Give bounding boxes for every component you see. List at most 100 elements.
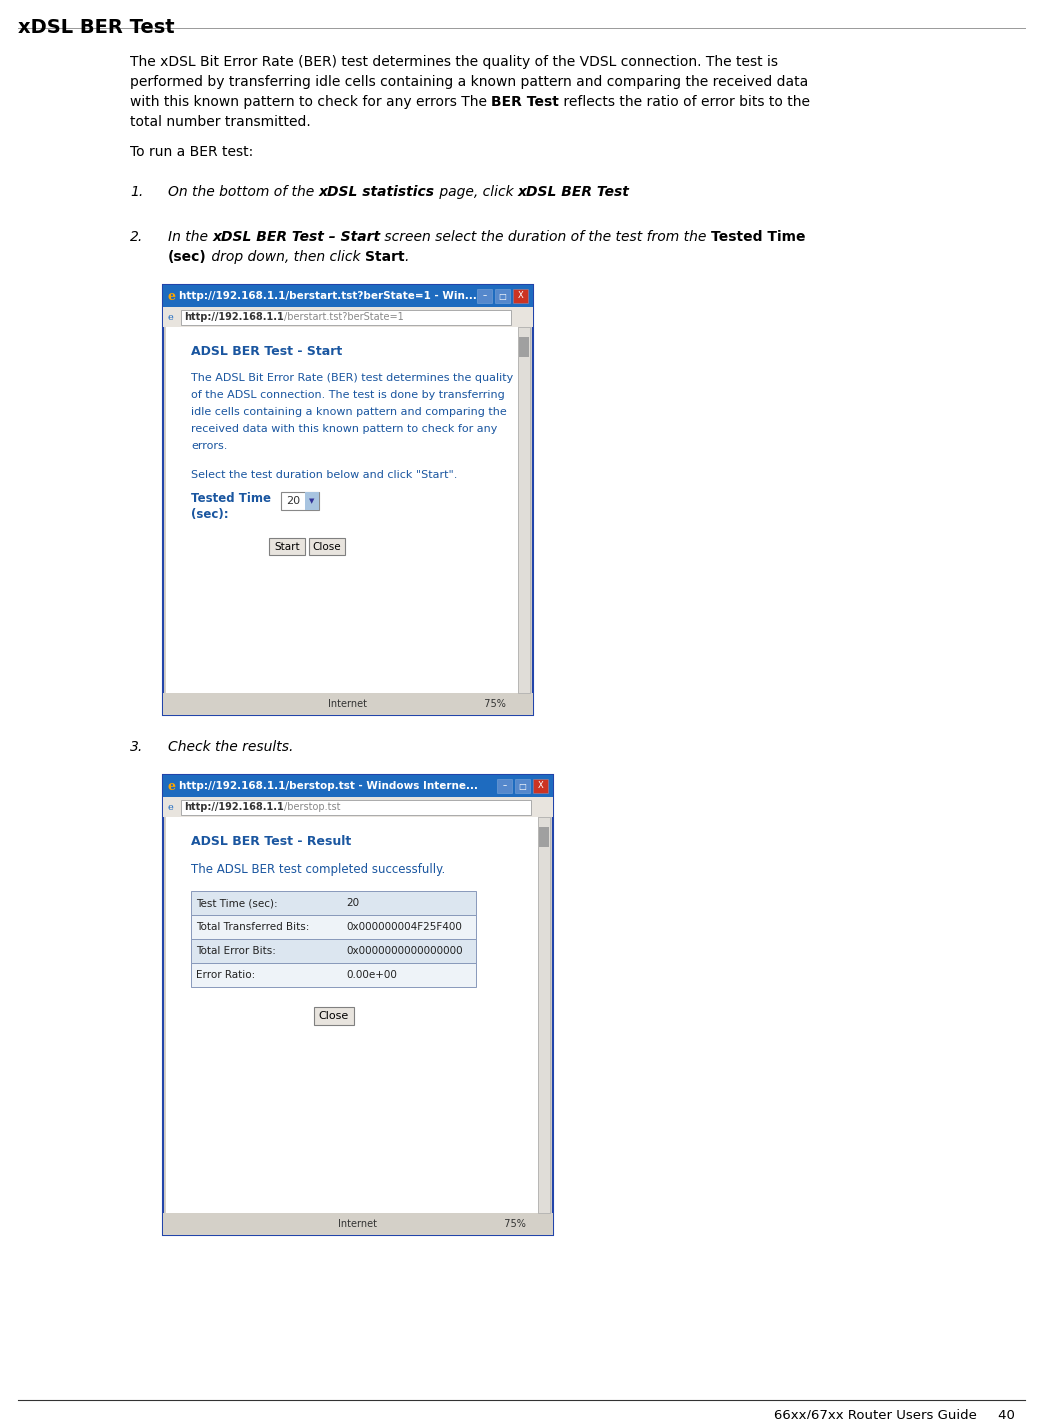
Text: received data with this known pattern to check for any: received data with this known pattern to…: [191, 424, 498, 434]
Text: The xDSL Bit Error Rate (BER) test determines the quality of the VDSL connection: The xDSL Bit Error Rate (BER) test deter…: [130, 55, 778, 70]
Text: □: □: [519, 782, 526, 790]
Text: Error Ratio:: Error Ratio:: [196, 971, 255, 981]
Text: 66xx/67xx Router Users Guide     40: 66xx/67xx Router Users Guide 40: [774, 1408, 1015, 1419]
Text: xDSL statistics: xDSL statistics: [318, 184, 434, 199]
FancyBboxPatch shape: [163, 285, 533, 715]
Text: ▼: ▼: [310, 498, 315, 504]
Text: To run a BER test:: To run a BER test:: [130, 145, 254, 159]
Text: BER Test: BER Test: [492, 95, 559, 109]
Text: Select the test duration below and click "Start".: Select the test duration below and click…: [191, 470, 458, 480]
Text: total number transmitted.: total number transmitted.: [130, 115, 311, 129]
Text: /berstop.tst: /berstop.tst: [283, 802, 340, 812]
FancyBboxPatch shape: [166, 326, 518, 692]
Text: ADSL BER Test - Result: ADSL BER Test - Result: [191, 834, 351, 849]
Text: reflects the ratio of error bits to the: reflects the ratio of error bits to the: [559, 95, 811, 109]
Text: Start: Start: [274, 542, 300, 552]
Text: Internet: Internet: [328, 700, 367, 710]
Text: errors.: errors.: [191, 441, 227, 451]
Text: Test Time (sec):: Test Time (sec):: [196, 898, 278, 908]
Text: screen select the duration of the test from the: screen select the duration of the test f…: [381, 230, 711, 244]
Text: Start: Start: [365, 250, 404, 264]
Text: X: X: [538, 782, 543, 790]
FancyBboxPatch shape: [191, 915, 476, 939]
Text: 2.: 2.: [130, 230, 144, 244]
FancyBboxPatch shape: [513, 289, 528, 304]
FancyBboxPatch shape: [538, 817, 550, 1213]
FancyBboxPatch shape: [518, 326, 530, 692]
Text: xDSL BER Test: xDSL BER Test: [18, 18, 174, 37]
Text: with this known pattern to check for any errors The: with this known pattern to check for any…: [130, 95, 492, 109]
FancyBboxPatch shape: [519, 336, 528, 358]
FancyBboxPatch shape: [191, 891, 476, 915]
Text: 75%: 75%: [498, 1219, 526, 1229]
Text: of the ADSL connection. The test is done by transferring: of the ADSL connection. The test is done…: [191, 390, 505, 400]
Text: Close: Close: [318, 1010, 349, 1022]
FancyBboxPatch shape: [497, 779, 512, 793]
Text: 0x0000000000000000: 0x0000000000000000: [346, 946, 463, 956]
Text: e: e: [167, 312, 172, 322]
FancyBboxPatch shape: [163, 775, 553, 1235]
Text: Total Transferred Bits:: Total Transferred Bits:: [196, 922, 310, 932]
Text: 0.00e+00: 0.00e+00: [346, 971, 396, 981]
FancyBboxPatch shape: [163, 285, 533, 307]
Text: 1.: 1.: [130, 184, 144, 199]
Text: The ADSL BER test completed successfully.: The ADSL BER test completed successfully…: [191, 863, 445, 876]
FancyBboxPatch shape: [281, 492, 319, 509]
FancyBboxPatch shape: [166, 817, 538, 1213]
Text: 20: 20: [346, 898, 359, 908]
FancyBboxPatch shape: [495, 289, 509, 304]
FancyBboxPatch shape: [181, 309, 511, 325]
Text: performed by transferring idle cells containing a known pattern and comparing th: performed by transferring idle cells con…: [130, 75, 809, 89]
FancyBboxPatch shape: [533, 779, 548, 793]
FancyBboxPatch shape: [191, 939, 476, 964]
Text: Close: Close: [313, 542, 341, 552]
FancyBboxPatch shape: [305, 492, 319, 509]
Text: .: .: [404, 250, 409, 264]
Text: http://192.168.1.1/berstop.tst - Windows Interne...: http://192.168.1.1/berstop.tst - Windows…: [179, 780, 478, 790]
FancyBboxPatch shape: [181, 799, 531, 815]
Text: e: e: [167, 289, 175, 302]
Text: Tested Time: Tested Time: [191, 492, 271, 505]
Text: Total Error Bits:: Total Error Bits:: [196, 946, 276, 956]
Text: Check the results.: Check the results.: [168, 739, 294, 753]
Text: http://192.168.1.1: http://192.168.1.1: [184, 802, 283, 812]
FancyBboxPatch shape: [314, 1007, 353, 1025]
Text: http://192.168.1.1/berstart.tst?berState=1 - Win...: http://192.168.1.1/berstart.tst?berState…: [179, 291, 477, 301]
Text: ADSL BER Test - Start: ADSL BER Test - Start: [191, 345, 342, 358]
FancyBboxPatch shape: [191, 964, 476, 988]
Text: /berstart.tst?berState=1: /berstart.tst?berState=1: [283, 312, 404, 322]
Text: X: X: [518, 291, 523, 301]
Text: –: –: [482, 291, 486, 301]
Text: xDSL BER Test: xDSL BER Test: [518, 184, 630, 199]
FancyBboxPatch shape: [163, 692, 533, 715]
Text: e: e: [167, 779, 175, 792]
FancyBboxPatch shape: [163, 775, 553, 797]
Text: 3.: 3.: [130, 739, 144, 753]
Text: –: –: [502, 782, 506, 790]
Text: (sec):: (sec):: [191, 508, 228, 521]
FancyBboxPatch shape: [515, 779, 530, 793]
Text: 20: 20: [286, 497, 300, 507]
Text: On the bottom of the: On the bottom of the: [168, 184, 318, 199]
Text: xDSL BER Test – Start: xDSL BER Test – Start: [212, 230, 381, 244]
Text: (sec): (sec): [168, 250, 207, 264]
Text: Tested Time: Tested Time: [711, 230, 805, 244]
FancyBboxPatch shape: [539, 827, 549, 847]
Text: 75%: 75%: [478, 700, 506, 710]
FancyBboxPatch shape: [309, 538, 345, 555]
Text: The ADSL Bit Error Rate (BER) test determines the quality: The ADSL Bit Error Rate (BER) test deter…: [191, 373, 514, 383]
Text: □: □: [499, 291, 506, 301]
Text: drop down, then click: drop down, then click: [207, 250, 365, 264]
FancyBboxPatch shape: [268, 538, 305, 555]
Text: idle cells containing a known pattern and comparing the: idle cells containing a known pattern an…: [191, 407, 506, 417]
FancyBboxPatch shape: [163, 1213, 553, 1235]
Text: page, click: page, click: [434, 184, 518, 199]
FancyBboxPatch shape: [163, 307, 533, 326]
Text: In the: In the: [168, 230, 212, 244]
FancyBboxPatch shape: [163, 797, 553, 817]
Text: Internet: Internet: [338, 1219, 377, 1229]
Text: http://192.168.1.1: http://192.168.1.1: [184, 312, 283, 322]
FancyBboxPatch shape: [477, 289, 492, 304]
Text: 0x000000004F25F400: 0x000000004F25F400: [346, 922, 462, 932]
Text: e: e: [167, 803, 172, 812]
